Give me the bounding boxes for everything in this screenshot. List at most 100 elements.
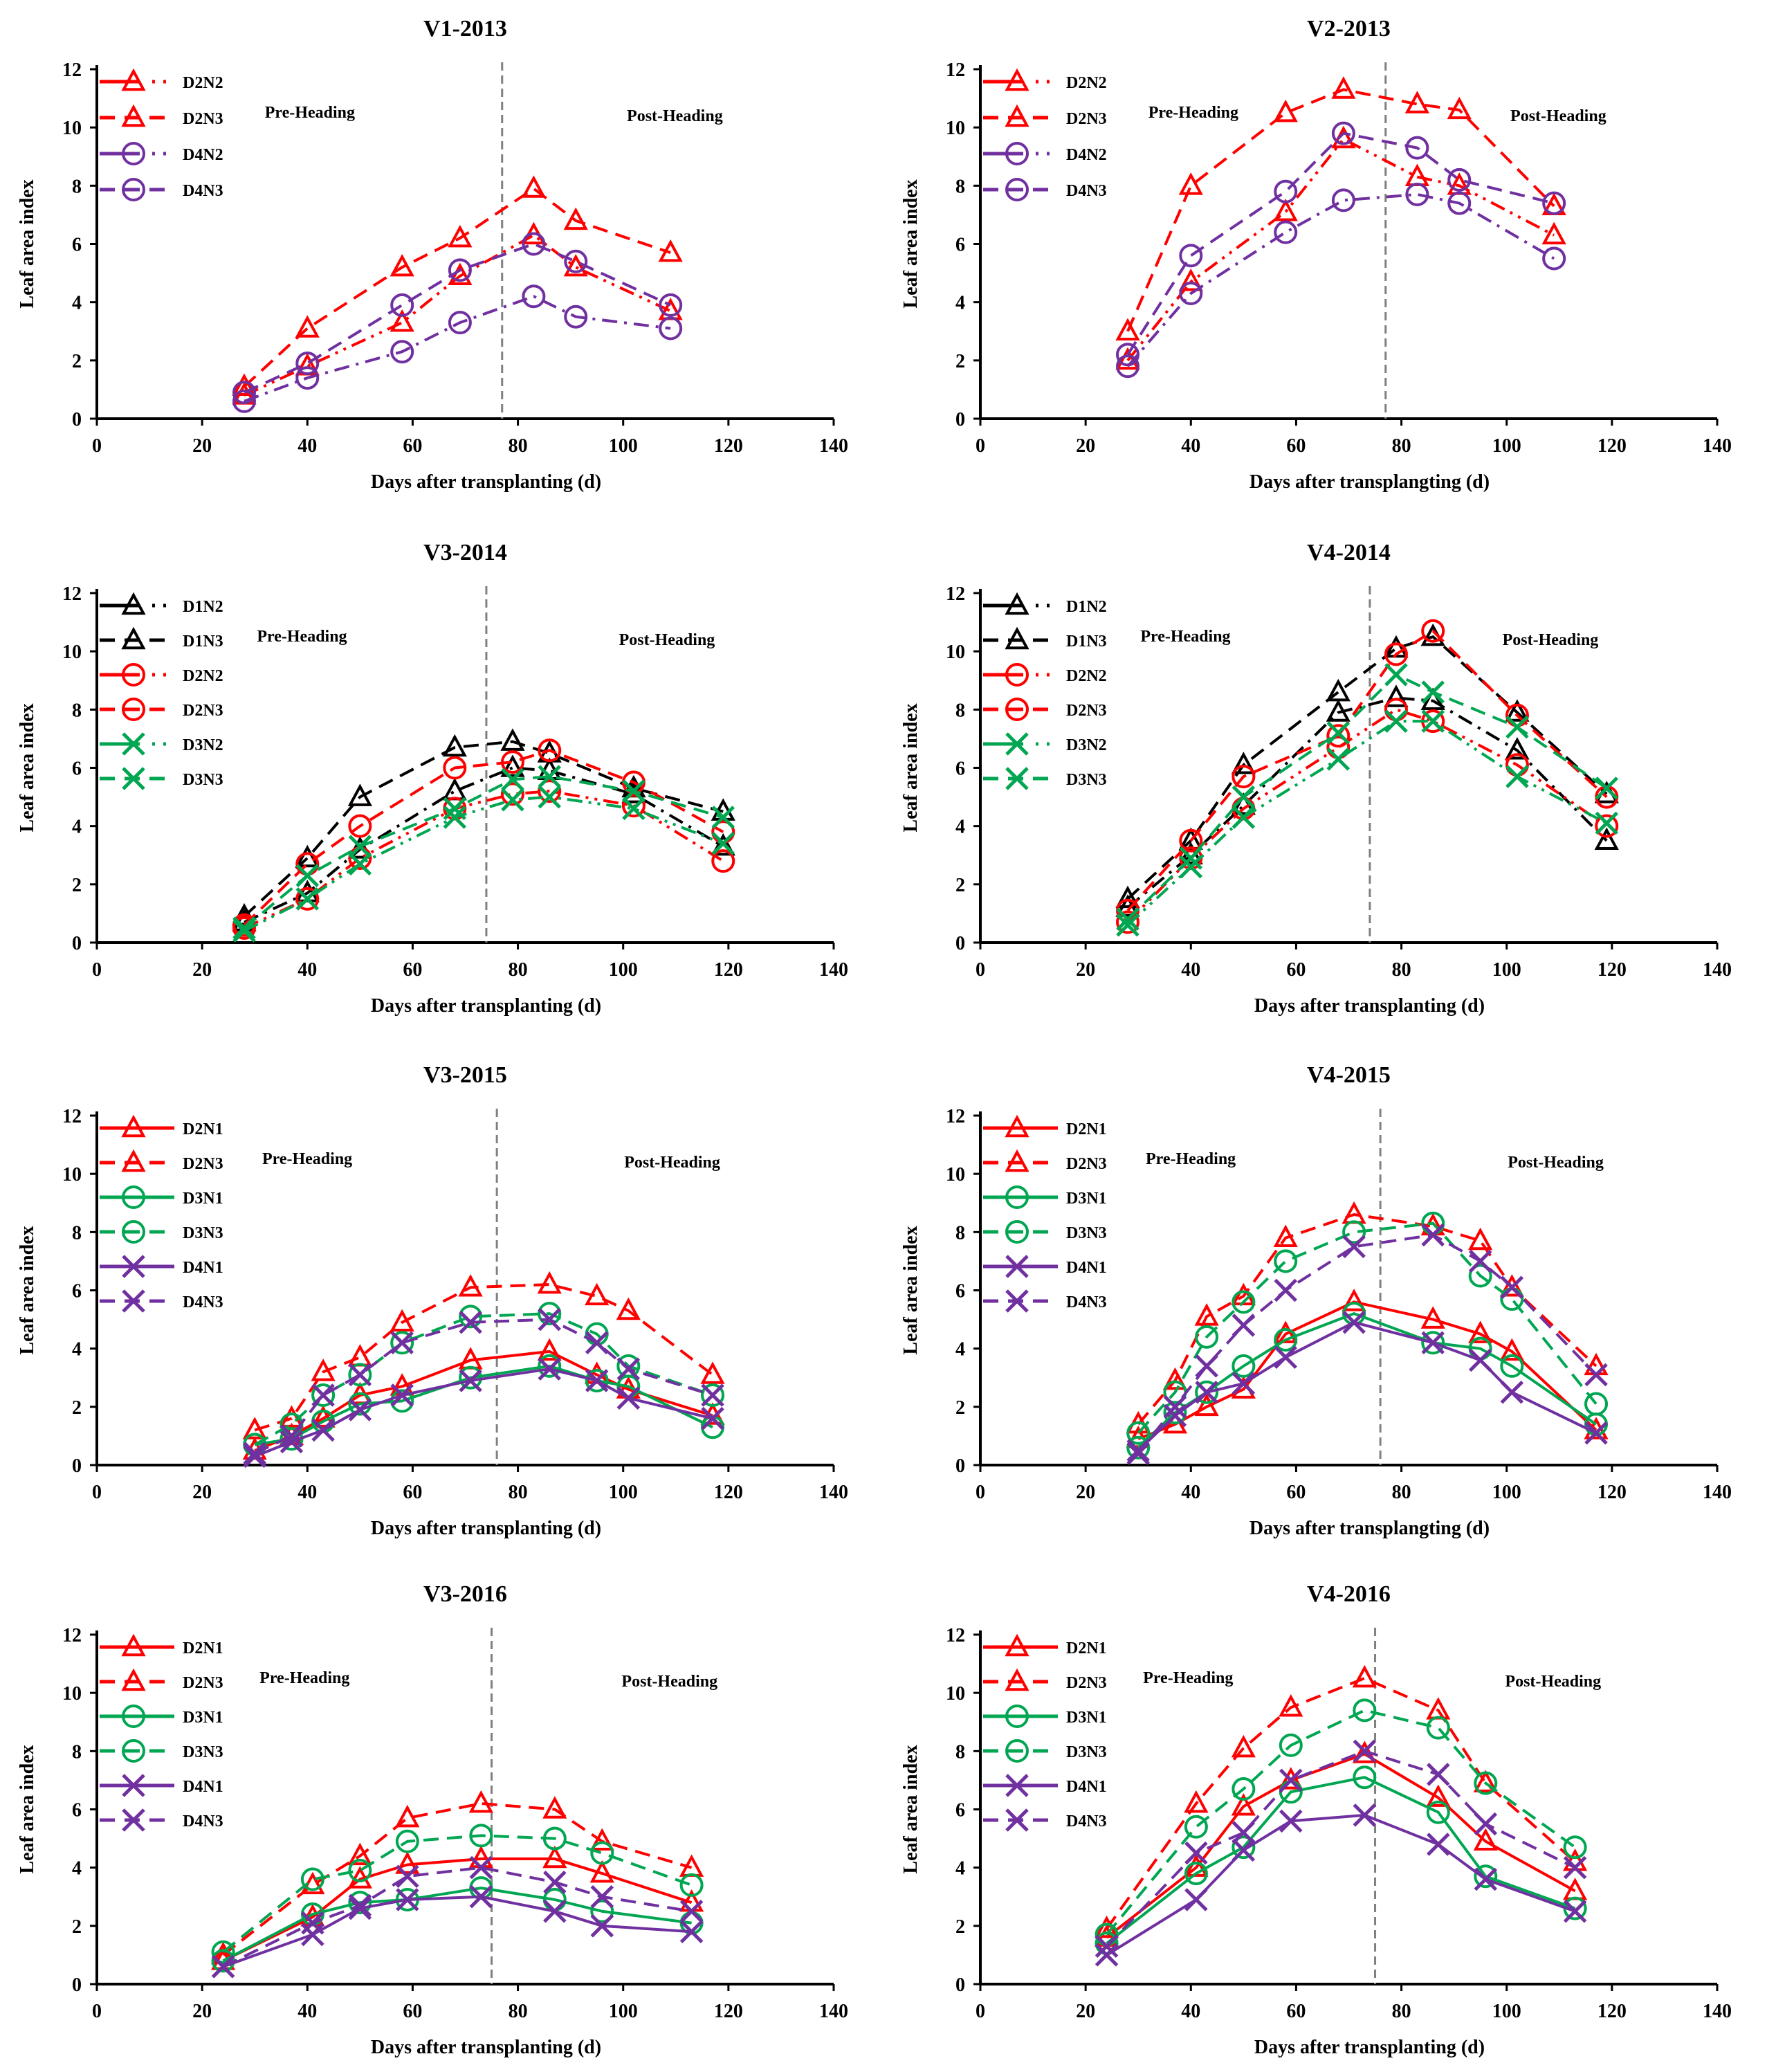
data-point-marker xyxy=(211,1954,235,1979)
y-tick-label: 4 xyxy=(955,817,965,838)
legend-marker xyxy=(1005,732,1029,756)
data-point-marker xyxy=(211,1940,235,1964)
y-tick-label: 4 xyxy=(955,293,965,314)
series-line xyxy=(244,242,672,394)
data-point-marker xyxy=(1194,1393,1219,1417)
data-point-marker xyxy=(1232,806,1256,829)
legend-item: D2N2 xyxy=(100,663,223,687)
legend-item: D4N1 xyxy=(100,1255,223,1278)
x-tick-label: 100 xyxy=(1492,959,1521,981)
data-point-marker xyxy=(1232,1354,1256,1378)
y-tick-label: 2 xyxy=(955,1916,965,1938)
x-tick-label: 60 xyxy=(1286,1482,1306,1503)
y-tick-label: 0 xyxy=(955,409,965,430)
post-heading-label: Post-Heading xyxy=(1508,1154,1604,1172)
data-point-marker xyxy=(616,1354,641,1378)
x-tick-label: 40 xyxy=(1181,959,1200,981)
data-point-marker xyxy=(1126,1421,1151,1445)
data-point-marker xyxy=(1353,1698,1377,1723)
data-point-marker xyxy=(1353,1803,1377,1827)
series-d3n3 xyxy=(232,765,735,940)
series-line xyxy=(1126,629,1608,912)
legend-label: D2N2 xyxy=(1066,667,1107,685)
data-point-marker xyxy=(585,1369,609,1392)
x-tick-label: 80 xyxy=(509,1482,528,1503)
data-point-marker xyxy=(1474,1771,1498,1795)
series-d4n3 xyxy=(1116,121,1566,367)
data-point-marker xyxy=(1179,855,1203,879)
data-point-marker xyxy=(616,1386,641,1410)
legend-marker xyxy=(122,732,145,756)
legend: D2N2 D2N3 D4N2 D4N3 xyxy=(983,68,1107,201)
series-line xyxy=(1106,1709,1576,1936)
legend-label: D4N1 xyxy=(183,1259,223,1277)
series-line xyxy=(1137,1213,1597,1426)
y-tick-label: 0 xyxy=(955,1455,965,1477)
data-point-marker xyxy=(1231,1793,1256,1816)
series-d4n3 xyxy=(1095,1739,1587,1959)
data-point-marker xyxy=(1447,191,1472,215)
x-tick-label: 80 xyxy=(1392,959,1411,981)
pre-heading-label: Pre-Heading xyxy=(1146,1150,1236,1168)
series-d2n3 xyxy=(232,738,735,937)
data-point-marker xyxy=(1353,1765,1377,1790)
pre-heading-label: Pre-Heading xyxy=(1143,1669,1233,1687)
data-point-marker xyxy=(1231,1282,1256,1306)
legend: D2N1 D2N3 D3N1 D3N3 D4N1 D4N3 xyxy=(100,1114,223,1313)
y-tick-label: 4 xyxy=(955,1339,965,1361)
data-point-marker xyxy=(396,1888,419,1911)
legend-label: D2N1 xyxy=(1066,1120,1107,1138)
legend-marker xyxy=(122,767,145,790)
y-tick-label: 8 xyxy=(955,176,965,197)
x-tick-label: 60 xyxy=(403,2001,422,2022)
data-point-marker xyxy=(701,1383,725,1407)
data-point-marker xyxy=(538,738,562,763)
series-d2n3 xyxy=(1115,76,1566,340)
legend-marker xyxy=(122,1774,145,1797)
data-point-marker xyxy=(1232,1777,1256,1801)
x-axis-label: Days after transplangting (d) xyxy=(1249,1518,1490,1539)
y-tick-label: 8 xyxy=(955,1222,965,1244)
data-point-marker xyxy=(1231,752,1256,774)
x-tick-label: 20 xyxy=(192,1482,212,1503)
data-point-marker xyxy=(590,1841,614,1865)
data-point-marker xyxy=(295,887,320,911)
data-point-marker xyxy=(448,311,472,335)
data-point-marker xyxy=(279,1405,304,1428)
legend-label: D3N3 xyxy=(1066,1743,1107,1761)
data-point-marker xyxy=(1279,1768,1303,1792)
y-tick-label: 10 xyxy=(62,642,82,663)
legend-label: D4N3 xyxy=(1066,1293,1107,1311)
series-d2n2 xyxy=(232,221,683,405)
data-point-marker xyxy=(1384,709,1408,733)
data-point-marker xyxy=(590,1899,614,1923)
y-axis-label: Leaf area index xyxy=(17,703,38,832)
data-point-marker xyxy=(348,852,372,876)
series-line xyxy=(1126,88,1555,332)
data-point-marker xyxy=(1421,709,1445,733)
chart-title: V2-2013 xyxy=(1307,16,1391,42)
y-tick-label: 0 xyxy=(72,1455,82,1477)
data-point-marker xyxy=(1447,167,1472,192)
data-point-marker xyxy=(1179,846,1203,870)
x-tick-label: 0 xyxy=(976,959,985,981)
legend-marker xyxy=(121,1668,146,1691)
y-tick-label: 0 xyxy=(72,409,82,430)
data-point-marker xyxy=(348,814,372,838)
legend: D2N1 D2N3 D3N1 D3N3 D4N1 D4N3 xyxy=(983,1114,1107,1313)
y-tick-label: 6 xyxy=(72,1800,82,1821)
data-point-marker xyxy=(1427,1833,1450,1856)
y-tick-label: 2 xyxy=(72,1397,82,1419)
x-tick-label: 0 xyxy=(976,2001,985,2022)
data-point-marker xyxy=(1163,1403,1187,1428)
data-point-marker xyxy=(1184,1815,1208,1839)
data-point-marker xyxy=(1584,1421,1608,1445)
data-point-marker xyxy=(1274,1278,1297,1302)
legend: D2N1 D2N3 D3N1 D3N3 D4N1 D4N3 xyxy=(100,1633,223,1832)
legend-item: D3N3 xyxy=(983,767,1107,790)
data-point-marker xyxy=(711,806,735,829)
y-axis-label: Leaf area index xyxy=(17,179,38,308)
data-point-marker xyxy=(396,1864,419,1889)
legend-marker xyxy=(122,1705,145,1728)
data-point-marker xyxy=(347,1866,372,1889)
